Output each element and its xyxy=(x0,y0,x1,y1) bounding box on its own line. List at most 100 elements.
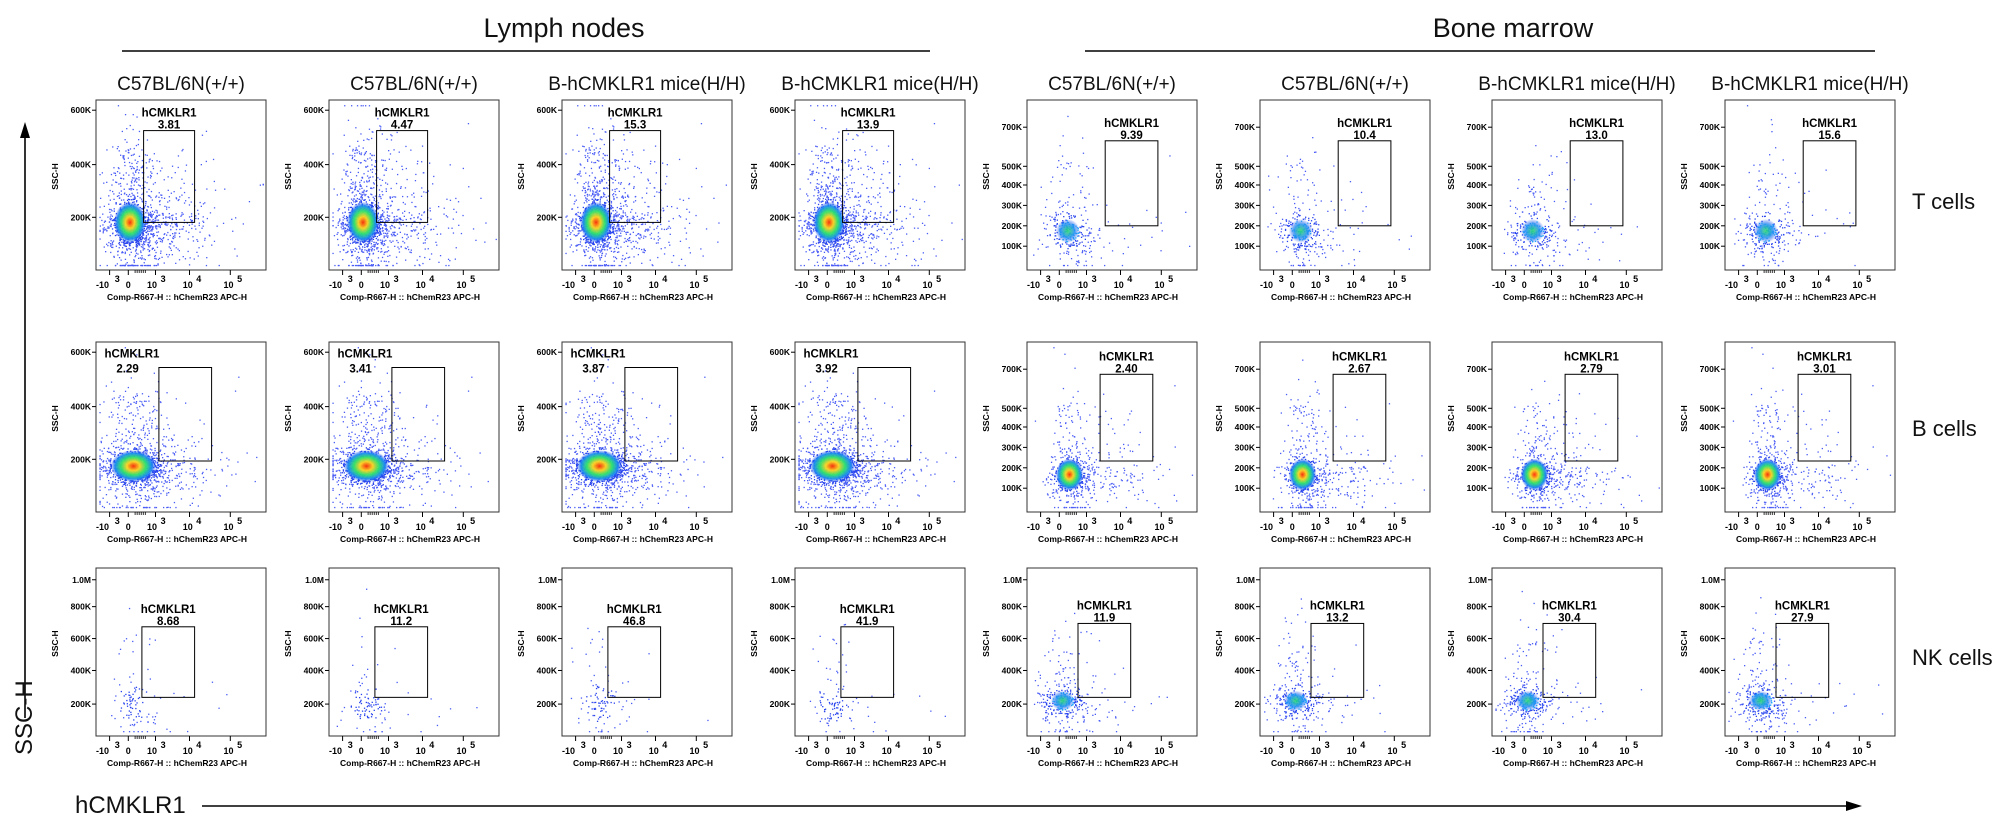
scatter-point xyxy=(414,205,416,208)
scatter-point xyxy=(385,219,387,222)
scatter-point xyxy=(653,238,655,240)
row-label: NK cells xyxy=(1912,645,1993,670)
scatter-point xyxy=(113,210,115,212)
scatter-point xyxy=(194,225,196,227)
scatter-point xyxy=(369,252,371,255)
scatter-point xyxy=(840,239,842,241)
scatter-point xyxy=(656,212,658,214)
scatter-point xyxy=(125,194,128,196)
scatter-point xyxy=(593,195,595,197)
scatter-point xyxy=(126,249,128,251)
scatter-point xyxy=(372,238,375,240)
scatter-point xyxy=(123,244,125,246)
x-axis-label: Comp-R667-H :: hChemR23 APC-H xyxy=(340,292,480,302)
scatter-point xyxy=(362,105,364,107)
scatter-point xyxy=(614,239,616,241)
scatter-point xyxy=(612,232,615,234)
scatter-point xyxy=(620,205,622,208)
scatter-point xyxy=(150,225,152,227)
scatter-point xyxy=(577,105,579,107)
scatter-point xyxy=(856,204,858,206)
scatter-point xyxy=(381,239,383,241)
scatter-point xyxy=(608,179,610,181)
scatter-point xyxy=(814,264,816,267)
scatter-point xyxy=(871,226,873,228)
scatter-point xyxy=(344,229,346,231)
scatter-point xyxy=(594,195,596,197)
scatter-point xyxy=(666,228,668,230)
scatter-point xyxy=(616,211,618,213)
scatter-point xyxy=(811,252,813,254)
scatter-point xyxy=(853,236,855,239)
scatter-point xyxy=(413,196,415,198)
scatter-point xyxy=(607,245,609,247)
scatter-point xyxy=(911,158,914,161)
scatter-point xyxy=(627,257,629,259)
scatter-point xyxy=(158,160,161,163)
plot-frame xyxy=(794,99,966,271)
scatter-point xyxy=(623,230,625,232)
scatter-point xyxy=(113,193,115,195)
scatter-point xyxy=(650,237,652,239)
scatter-point xyxy=(360,153,362,156)
scatter-point xyxy=(941,239,943,241)
scatter-point xyxy=(113,256,115,258)
scatter-point xyxy=(604,255,606,257)
scatter-point xyxy=(151,233,154,235)
scatter-point xyxy=(836,259,839,261)
scatter-point xyxy=(375,264,377,267)
scatter-point xyxy=(847,190,849,193)
scatter-point xyxy=(369,176,371,178)
scatter-point xyxy=(406,238,408,240)
scatter-point xyxy=(351,157,353,160)
scatter-point xyxy=(614,214,616,216)
scatter-point xyxy=(384,221,387,223)
scatter-point xyxy=(447,227,450,229)
scatter-point xyxy=(198,247,200,249)
scatter-point xyxy=(390,204,392,206)
scatter-point xyxy=(345,223,347,225)
scatter-point xyxy=(647,214,649,216)
scatter-point xyxy=(846,256,848,258)
scatter-point xyxy=(363,189,365,191)
scatter-point xyxy=(850,160,852,162)
scatter-point xyxy=(370,193,372,195)
scatter-point xyxy=(846,193,848,195)
scatter-point xyxy=(599,201,601,203)
scatter-point xyxy=(641,223,644,226)
scatter-point xyxy=(816,167,819,169)
scatter-point xyxy=(579,170,581,172)
scatter-point xyxy=(822,264,824,267)
scatter-point xyxy=(145,201,147,203)
scatter-point xyxy=(590,264,592,267)
scatter-point xyxy=(818,240,820,242)
scatter-point xyxy=(846,226,848,228)
y-axis-label: SSC-H xyxy=(50,163,60,189)
scatter-point xyxy=(584,154,586,157)
scatter-point xyxy=(112,244,114,246)
scatter-point xyxy=(842,236,844,238)
scatter-point xyxy=(920,258,922,260)
scatter-point xyxy=(345,230,347,232)
scatter-point xyxy=(385,224,387,226)
scatter-point xyxy=(128,174,130,176)
scatter-point xyxy=(689,252,691,254)
scatter-point xyxy=(958,184,960,186)
scatter-point xyxy=(830,152,833,154)
plot-frame xyxy=(328,99,500,271)
scatter-point xyxy=(349,171,352,173)
scatter-point xyxy=(852,229,854,231)
scatter-point xyxy=(99,264,101,267)
scatter-point xyxy=(206,217,208,220)
scatter-point xyxy=(806,193,808,195)
scatter-point xyxy=(103,229,105,231)
scatter-point xyxy=(840,201,843,203)
scatter-point xyxy=(357,190,360,192)
scatter-point xyxy=(338,264,340,267)
scatter-point xyxy=(617,215,619,217)
scatter-point xyxy=(119,244,121,246)
scatter-point xyxy=(424,239,426,241)
scatter-point xyxy=(602,153,604,155)
scatter-point xyxy=(416,259,418,261)
scatter-point xyxy=(113,255,115,258)
